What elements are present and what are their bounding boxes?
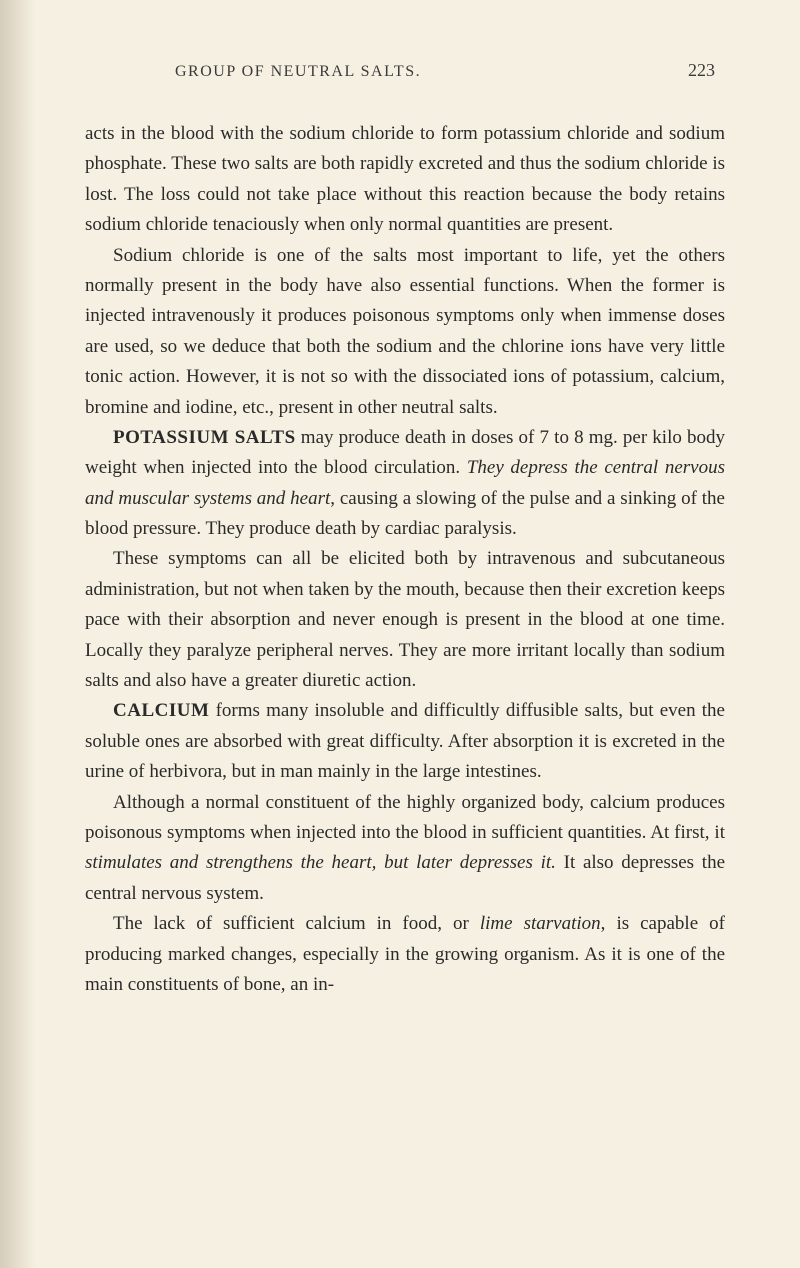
term-calcium: CALCIUM: [113, 700, 209, 721]
paragraph-3: POTASSIUM SALTS may produce death in dos…: [85, 423, 725, 545]
page-header: GROUP OF NEUTRAL SALTS. 223: [85, 60, 725, 81]
p6-text1: Although a normal constituent of the hig…: [85, 792, 725, 843]
paragraph-7: The lack of sufficient calcium in food, …: [85, 909, 725, 1000]
p7-text1: The lack of sufficient calcium in food, …: [113, 913, 480, 934]
p7-italic: lime starvation: [480, 913, 601, 934]
paragraph-1: acts in the blood with the sodium chlori…: [85, 119, 725, 241]
paragraph-5: CALCIUM forms many insoluble and difficu…: [85, 696, 725, 787]
page-number: 223: [688, 60, 715, 81]
header-title: GROUP OF NEUTRAL SALTS.: [175, 63, 421, 81]
body-text: acts in the blood with the sodium chlori…: [85, 119, 725, 1000]
page-shadow: [0, 0, 35, 1268]
paragraph-2: Sodium chloride is one of the salts most…: [85, 241, 725, 423]
page-content: GROUP OF NEUTRAL SALTS. 223 acts in the …: [0, 0, 800, 1050]
paragraph-4: These symptoms can all be elicited both …: [85, 544, 725, 696]
paragraph-6: Although a normal constituent of the hig…: [85, 788, 725, 910]
p6-italic: stimulates and strengthens the heart, bu…: [85, 852, 556, 873]
term-potassium-salts: POTASSIUM SALTS: [113, 427, 296, 448]
